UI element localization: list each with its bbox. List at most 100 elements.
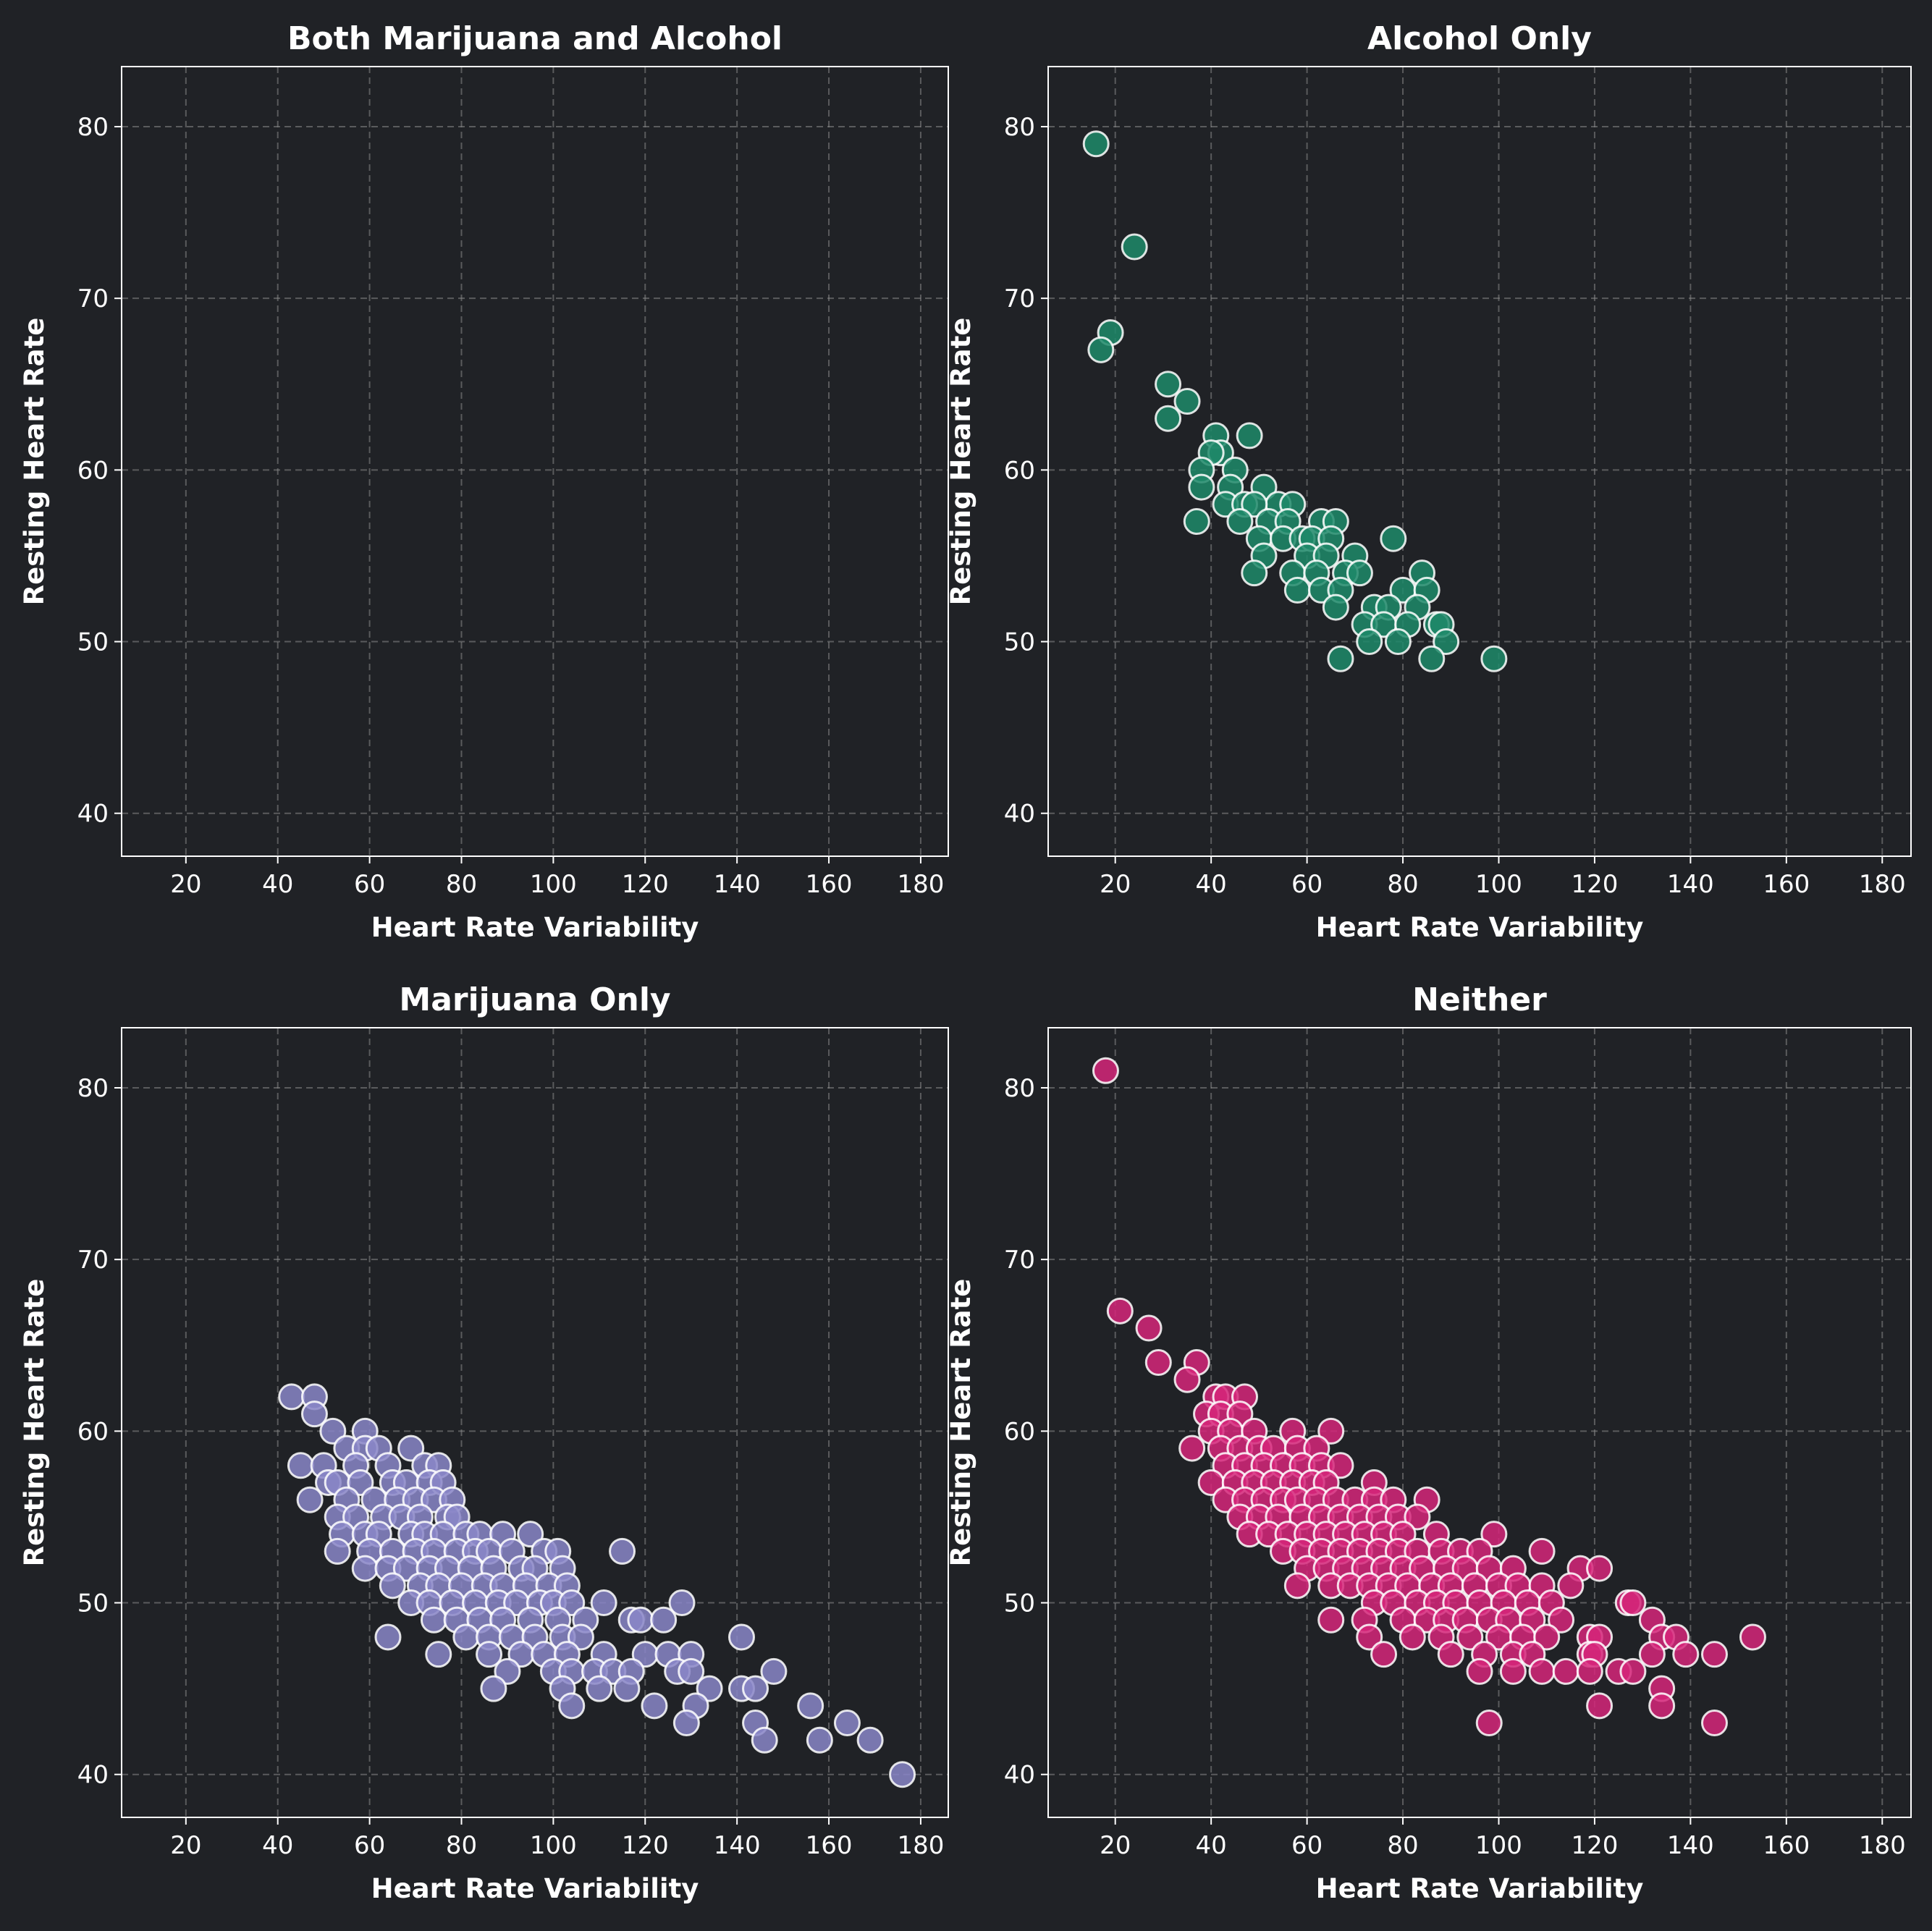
data-point bbox=[319, 1417, 347, 1445]
data-point bbox=[1638, 1641, 1666, 1668]
data-point bbox=[590, 1589, 617, 1617]
data-point bbox=[668, 1589, 696, 1617]
x-axis-label: Heart Rate Variability bbox=[1316, 1873, 1644, 1904]
data-point bbox=[1739, 1623, 1766, 1651]
data-point bbox=[1155, 405, 1182, 432]
data-point bbox=[1648, 1692, 1676, 1720]
data-point bbox=[650, 1606, 678, 1634]
data-point bbox=[728, 1623, 755, 1651]
data-point bbox=[1672, 1641, 1700, 1668]
data-point bbox=[613, 1675, 641, 1702]
y-axis-label: Resting Heart Rate bbox=[945, 1279, 976, 1567]
data-point bbox=[1499, 1657, 1527, 1685]
axes-frame bbox=[1047, 1027, 1912, 1818]
data-point bbox=[567, 1623, 594, 1651]
x-tick-label: 100 bbox=[1475, 1831, 1522, 1860]
data-point bbox=[1586, 1555, 1613, 1582]
data-point bbox=[1327, 645, 1354, 672]
data-point bbox=[379, 1572, 406, 1600]
data-point bbox=[1533, 1623, 1561, 1651]
data-point bbox=[397, 1434, 425, 1462]
data-point bbox=[1576, 1657, 1603, 1685]
data-point bbox=[1346, 559, 1373, 587]
data-point bbox=[1226, 508, 1254, 536]
x-tick-label: 160 bbox=[806, 870, 853, 899]
chart-title: Marijuana Only bbox=[399, 981, 670, 1018]
data-point bbox=[1480, 1521, 1508, 1548]
data-point bbox=[1144, 1348, 1172, 1376]
data-point bbox=[1317, 1417, 1345, 1445]
data-point bbox=[586, 1675, 613, 1702]
x-tick-label: 140 bbox=[714, 870, 761, 899]
x-axis-label: Heart Rate Variability bbox=[371, 1873, 699, 1904]
data-point bbox=[1700, 1641, 1728, 1668]
subplot-4: 20 40 60 80 100 120 140 160 180 40 50 60 70 80 Neither… bbox=[945, 981, 1912, 1904]
data-point bbox=[420, 1606, 447, 1634]
y-tick-label: 80 bbox=[77, 1074, 109, 1103]
data-point bbox=[517, 1521, 544, 1548]
y-tick-label: 50 bbox=[1004, 1589, 1035, 1618]
subplot-3: 20 40 60 80 100 120 140 160 180 40 50 60 70 80 Marijua… bbox=[19, 981, 949, 1904]
data-point bbox=[1173, 387, 1201, 415]
data-point bbox=[1135, 1314, 1163, 1342]
data-point bbox=[1327, 1452, 1354, 1479]
x-tick-label: 100 bbox=[1475, 870, 1522, 899]
x-tick-label: 60 bbox=[1291, 870, 1323, 899]
axes-frame bbox=[1047, 66, 1912, 857]
data-point bbox=[1456, 1623, 1484, 1651]
x-tick-label: 40 bbox=[262, 870, 293, 899]
data-point bbox=[1557, 1572, 1585, 1600]
data-point bbox=[751, 1726, 778, 1754]
y-tick-label: 80 bbox=[1004, 1074, 1035, 1103]
y-tick-label: 60 bbox=[1004, 456, 1035, 485]
data-point bbox=[1619, 1589, 1647, 1617]
data-point bbox=[1087, 336, 1115, 363]
data-point bbox=[1092, 1057, 1119, 1084]
y-axis-label: Resting Heart Rate bbox=[945, 318, 976, 606]
data-point bbox=[1528, 1537, 1556, 1565]
data-point bbox=[1106, 1297, 1134, 1324]
y-tick-label: 40 bbox=[1004, 1761, 1035, 1790]
data-point bbox=[806, 1726, 833, 1754]
y-tick-label: 70 bbox=[1004, 1246, 1035, 1275]
axes-frame bbox=[121, 1027, 949, 1818]
data-point bbox=[1173, 1366, 1201, 1393]
x-tick-label: 40 bbox=[1196, 1831, 1227, 1860]
data-point bbox=[1178, 1434, 1206, 1462]
x-tick-label: 180 bbox=[897, 1831, 944, 1860]
data-point bbox=[347, 1469, 374, 1497]
x-tick-label: 80 bbox=[1387, 1831, 1418, 1860]
y-tick-label: 60 bbox=[77, 1417, 109, 1446]
data-point bbox=[1548, 1606, 1575, 1634]
data-point bbox=[672, 1710, 700, 1737]
data-point bbox=[1236, 422, 1263, 449]
x-tick-label: 20 bbox=[170, 870, 201, 899]
data-point bbox=[856, 1726, 884, 1754]
data-point bbox=[1356, 1623, 1383, 1651]
data-point bbox=[300, 1400, 328, 1428]
x-tick-label: 120 bbox=[1571, 870, 1618, 899]
x-tick-label: 20 bbox=[1100, 870, 1131, 899]
data-point bbox=[558, 1692, 586, 1720]
data-point bbox=[1370, 1641, 1398, 1668]
data-point bbox=[1619, 1657, 1647, 1685]
y-tick-label: 70 bbox=[1004, 284, 1035, 313]
x-tick-label: 20 bbox=[1100, 1831, 1131, 1860]
data-point bbox=[452, 1623, 480, 1651]
x-tick-label: 180 bbox=[897, 870, 944, 899]
data-point bbox=[1552, 1657, 1579, 1685]
x-tick-label: 20 bbox=[170, 1831, 201, 1860]
y-tick-label: 50 bbox=[77, 628, 109, 657]
subplot-1: 20 40 60 80 100 120 140 160 180 40 50 60 70 80 Both Ma… bbox=[19, 20, 949, 943]
data-point bbox=[1188, 473, 1215, 501]
data-point bbox=[351, 1555, 379, 1582]
x-tick-label: 120 bbox=[622, 1831, 669, 1860]
data-point bbox=[1404, 1503, 1431, 1531]
y-tick-label: 60 bbox=[1004, 1417, 1035, 1446]
y-tick-label: 80 bbox=[1004, 113, 1035, 142]
x-axis-label: Heart Rate Variability bbox=[1316, 912, 1644, 943]
data-point bbox=[425, 1641, 452, 1668]
series-points bbox=[1092, 1057, 1766, 1737]
x-axis-label: Heart Rate Variability bbox=[371, 912, 699, 943]
